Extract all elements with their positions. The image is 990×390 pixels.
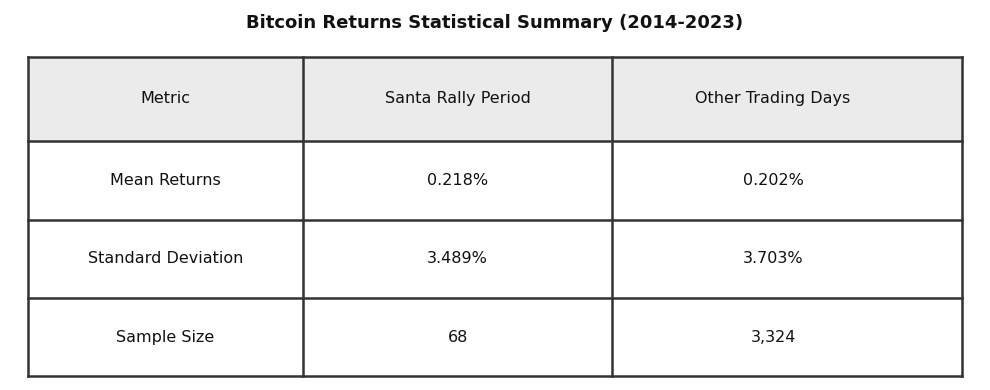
Bar bbox=[28, 141, 962, 220]
Text: Metric: Metric bbox=[141, 91, 190, 106]
Text: Sample Size: Sample Size bbox=[117, 330, 215, 345]
Text: Standard Deviation: Standard Deviation bbox=[88, 251, 244, 266]
Text: Other Trading Days: Other Trading Days bbox=[695, 91, 850, 106]
Text: 68: 68 bbox=[447, 330, 468, 345]
Text: Santa Rally Period: Santa Rally Period bbox=[385, 91, 531, 106]
Text: Mean Returns: Mean Returns bbox=[110, 173, 221, 188]
Bar bbox=[28, 298, 962, 376]
Text: 0.202%: 0.202% bbox=[742, 173, 804, 188]
Text: 0.218%: 0.218% bbox=[427, 173, 488, 188]
Text: 3.703%: 3.703% bbox=[742, 251, 803, 266]
Text: Bitcoin Returns Statistical Summary (2014-2023): Bitcoin Returns Statistical Summary (201… bbox=[247, 14, 743, 32]
Bar bbox=[28, 57, 962, 141]
Text: 3.489%: 3.489% bbox=[427, 251, 488, 266]
Bar bbox=[28, 220, 962, 298]
Text: 3,324: 3,324 bbox=[750, 330, 796, 345]
